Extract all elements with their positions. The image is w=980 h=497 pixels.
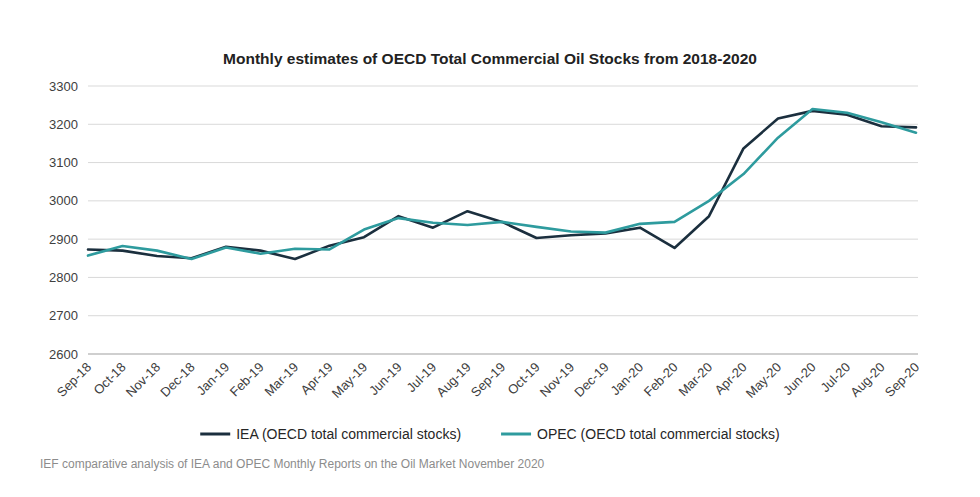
grid-line bbox=[88, 354, 918, 355]
x-tick-label: Oct-19 bbox=[504, 360, 542, 398]
x-tick-label: Oct-18 bbox=[90, 360, 128, 398]
y-tick-label: 2600 bbox=[49, 347, 78, 362]
y-tick-label: 2700 bbox=[49, 308, 78, 323]
grid-line bbox=[88, 200, 918, 201]
x-tick-label: Feb-19 bbox=[227, 360, 267, 400]
legend: IEA (OECD total commercial stocks) OPEC (… bbox=[200, 426, 780, 442]
y-tick-label: 2800 bbox=[49, 270, 78, 285]
plot-area bbox=[88, 109, 916, 259]
x-tick-label: Jun-19 bbox=[366, 360, 405, 399]
x-tick-label: Jan-19 bbox=[193, 360, 232, 399]
source: IEF comparative analysis of IEA and OPEC… bbox=[40, 457, 545, 471]
x-tick-label: Nov-18 bbox=[123, 360, 163, 400]
grid-line bbox=[88, 315, 918, 316]
x-tick-label: Jan-20 bbox=[607, 360, 646, 399]
x-axis-line bbox=[88, 354, 918, 355]
series-line bbox=[88, 111, 916, 259]
x-tick-label: Aug-20 bbox=[847, 360, 887, 400]
y-tick-label: 3300 bbox=[49, 79, 78, 94]
legend-swatch bbox=[501, 433, 531, 436]
x-tick-label: Feb-20 bbox=[641, 360, 681, 400]
y-tick-label: 3200 bbox=[49, 117, 78, 132]
x-tick-label: Mar-19 bbox=[261, 360, 301, 400]
legend-label: IEA (OECD total commercial stocks) bbox=[236, 426, 461, 442]
title: Monthly estimates of OECD Total Commerci… bbox=[223, 50, 757, 67]
grid-line bbox=[88, 277, 918, 278]
x-tick-label: May-19 bbox=[329, 360, 370, 401]
grid-line bbox=[88, 239, 918, 240]
chart: Monthly estimates of OECD Total Commerci… bbox=[0, 0, 980, 497]
y-tick-label: 2900 bbox=[49, 232, 78, 247]
x-tick-label: May-20 bbox=[743, 360, 784, 401]
y-tick-label: 3100 bbox=[49, 155, 78, 170]
legend-swatch bbox=[200, 433, 230, 436]
x-tick-label: Aug-19 bbox=[433, 360, 473, 400]
x-tick-label: Nov-19 bbox=[537, 360, 577, 400]
y-tick-label: 3000 bbox=[49, 193, 78, 208]
legend-label: OPEC (OECD total commercial stocks) bbox=[537, 426, 780, 442]
x-tick-label: Dec-19 bbox=[571, 360, 611, 400]
grid-line bbox=[88, 162, 918, 163]
grid-line bbox=[88, 86, 918, 87]
x-tick-label: Mar-20 bbox=[675, 360, 715, 400]
x-tick-label: Sep-18 bbox=[54, 360, 94, 400]
series-line bbox=[88, 109, 916, 259]
x-tick-label: Dec-18 bbox=[157, 360, 197, 400]
x-tick-label: Sep-20 bbox=[882, 360, 922, 400]
x-tick-label: Sep-19 bbox=[468, 360, 508, 400]
x-tick-label: Jun-20 bbox=[780, 360, 819, 399]
